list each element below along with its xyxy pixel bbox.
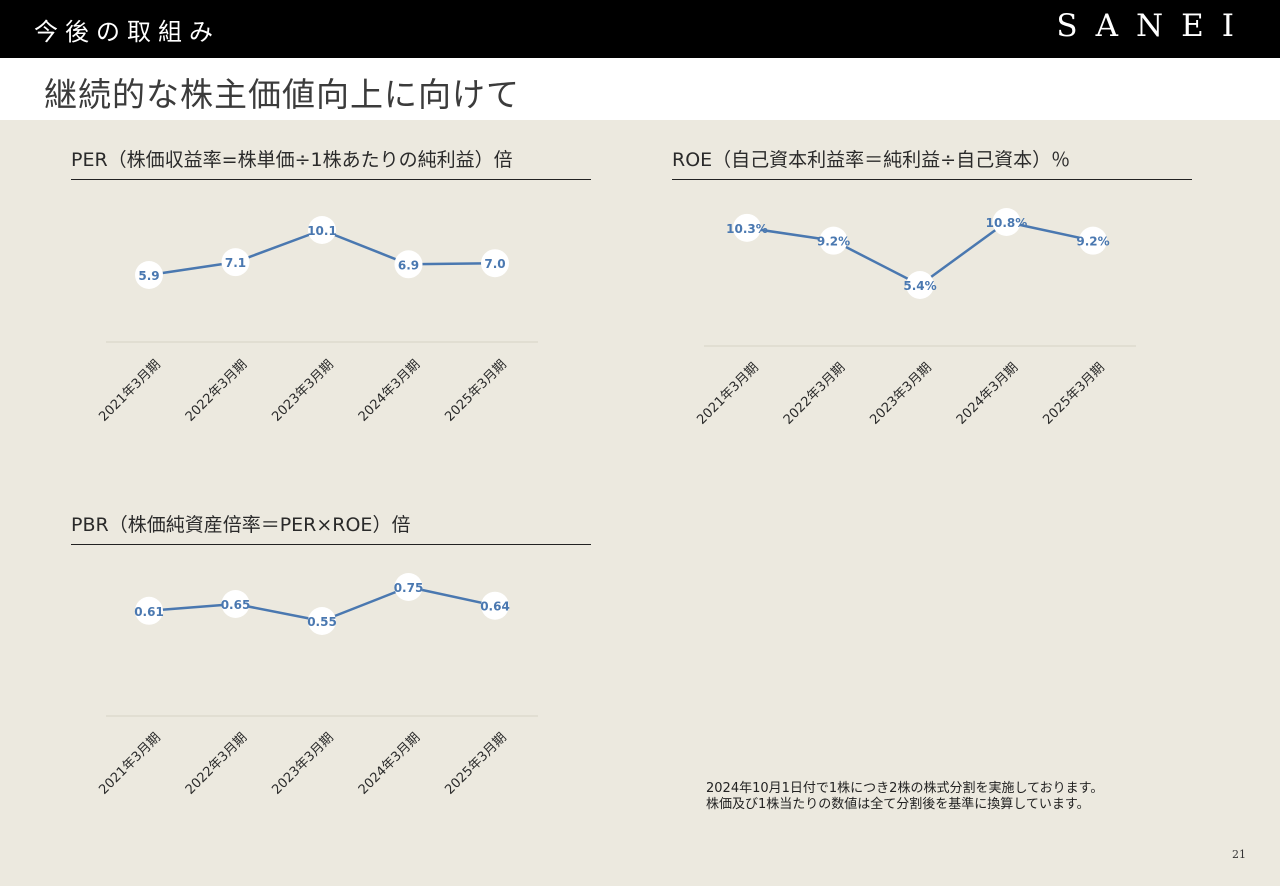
roe-category-label: 2023年3月期 bbox=[867, 360, 934, 427]
roe-data-label: 10.8% bbox=[986, 216, 1028, 230]
per-data-point bbox=[135, 261, 163, 289]
roe-data-point bbox=[733, 213, 761, 242]
per-line-chart: 5.9 7.1 10.1 6.9 7.0 2021年3月期 2022年3月期 2023年3月期… bbox=[96, 216, 538, 425]
per-data-label: 6.9 bbox=[398, 258, 419, 272]
pbr-category-label: 2025年3月期 bbox=[442, 730, 509, 797]
per-category-label: 2021年3月期 bbox=[96, 357, 163, 424]
per-data-label: 5.9 bbox=[138, 269, 159, 283]
pbr-data-label: 0.64 bbox=[480, 600, 510, 614]
pbr-category-label: 2024年3月期 bbox=[356, 730, 423, 797]
pbr-chart-heading: PBR（株価純資産倍率＝PER×ROE）倍 bbox=[71, 514, 411, 536]
roe-heading-rule bbox=[672, 179, 1192, 180]
pbr-heading-rule bbox=[71, 544, 591, 545]
per-data-label: 7.0 bbox=[484, 257, 505, 271]
roe-category-label: 2024年3月期 bbox=[954, 360, 1021, 427]
pbr-category-label: 2022年3月期 bbox=[183, 730, 250, 797]
roe-data-label: 10.3% bbox=[726, 222, 768, 236]
pbr-data-point bbox=[394, 573, 423, 601]
pbr-data-label: 0.75 bbox=[394, 581, 424, 595]
pbr-line-chart: 0.61 0.65 0.55 0.75 0.64 2021年3月期 2022年3月期 2023… bbox=[96, 573, 538, 798]
per-data-point bbox=[221, 248, 250, 277]
per-data-point bbox=[308, 216, 336, 244]
per-data-label: 7.1 bbox=[225, 256, 246, 270]
note-line-2: 株価及び1株当たりの数値は全て分割後を基準に換算しています。 bbox=[706, 797, 1090, 812]
roe-data-point bbox=[906, 271, 934, 299]
roe-line-chart: 10.3% 9.2% 5.4% 10.8% 9.2% 2021年3月期 2022年3月期 20… bbox=[694, 208, 1136, 428]
roe-category-label: 2025年3月期 bbox=[1040, 360, 1107, 427]
per-data-point bbox=[394, 250, 423, 279]
roe-data-label: 5.4% bbox=[903, 279, 936, 293]
note-line-1: 2024年10月1日付で1株につき2株の株式分割を実施しております。 bbox=[706, 781, 1104, 796]
pbr-data-point bbox=[135, 596, 163, 625]
section-title: 今後の取組み bbox=[34, 18, 220, 46]
pbr-data-point bbox=[308, 607, 336, 635]
roe-data-label: 9.2% bbox=[1076, 235, 1109, 249]
pbr-category-label: 2023年3月期 bbox=[269, 730, 336, 797]
pbr-category-label: 2021年3月期 bbox=[96, 730, 163, 797]
roe-data-point bbox=[819, 226, 848, 255]
pbr-data-label: 0.61 bbox=[134, 605, 164, 619]
per-category-label: 2022年3月期 bbox=[183, 357, 250, 424]
per-data-point bbox=[481, 249, 509, 278]
stock-split-note: 2024年10月1日付で1株につき2株の株式分割を実施しております。 株価及び1… bbox=[706, 781, 1103, 813]
pbr-data-point bbox=[481, 591, 509, 620]
per-data-label: 10.1 bbox=[307, 224, 337, 238]
roe-data-label: 9.2% bbox=[817, 235, 850, 249]
pbr-data-label: 0.65 bbox=[221, 598, 251, 612]
title-bar: 継続的な株主価値向上に向けて bbox=[0, 58, 1280, 120]
per-chart-heading: PER（株価収益率=株単価÷1株あたりの純利益）倍 bbox=[71, 149, 513, 171]
header-bar: 今後の取組み SANEI bbox=[0, 0, 1280, 58]
pbr-data-point bbox=[221, 590, 250, 618]
roe-category-label: 2022年3月期 bbox=[781, 360, 848, 427]
per-heading-rule bbox=[71, 179, 591, 180]
per-category-label: 2025年3月期 bbox=[442, 357, 509, 424]
brand-logo: SANEI bbox=[1056, 8, 1252, 44]
per-category-label: 2023年3月期 bbox=[269, 357, 336, 424]
per-category-label: 2024年3月期 bbox=[356, 357, 423, 424]
roe-chart-heading: ROE（自己資本利益率＝純利益÷自己資本）％ bbox=[672, 149, 1071, 171]
roe-data-point bbox=[1079, 226, 1107, 255]
roe-category-label: 2021年3月期 bbox=[694, 360, 761, 427]
roe-data-point bbox=[992, 208, 1021, 236]
pbr-data-label: 0.55 bbox=[307, 615, 337, 629]
page-title: 継続的な株主価値向上に向けて bbox=[44, 75, 520, 114]
page-number: 21 bbox=[1232, 848, 1246, 861]
